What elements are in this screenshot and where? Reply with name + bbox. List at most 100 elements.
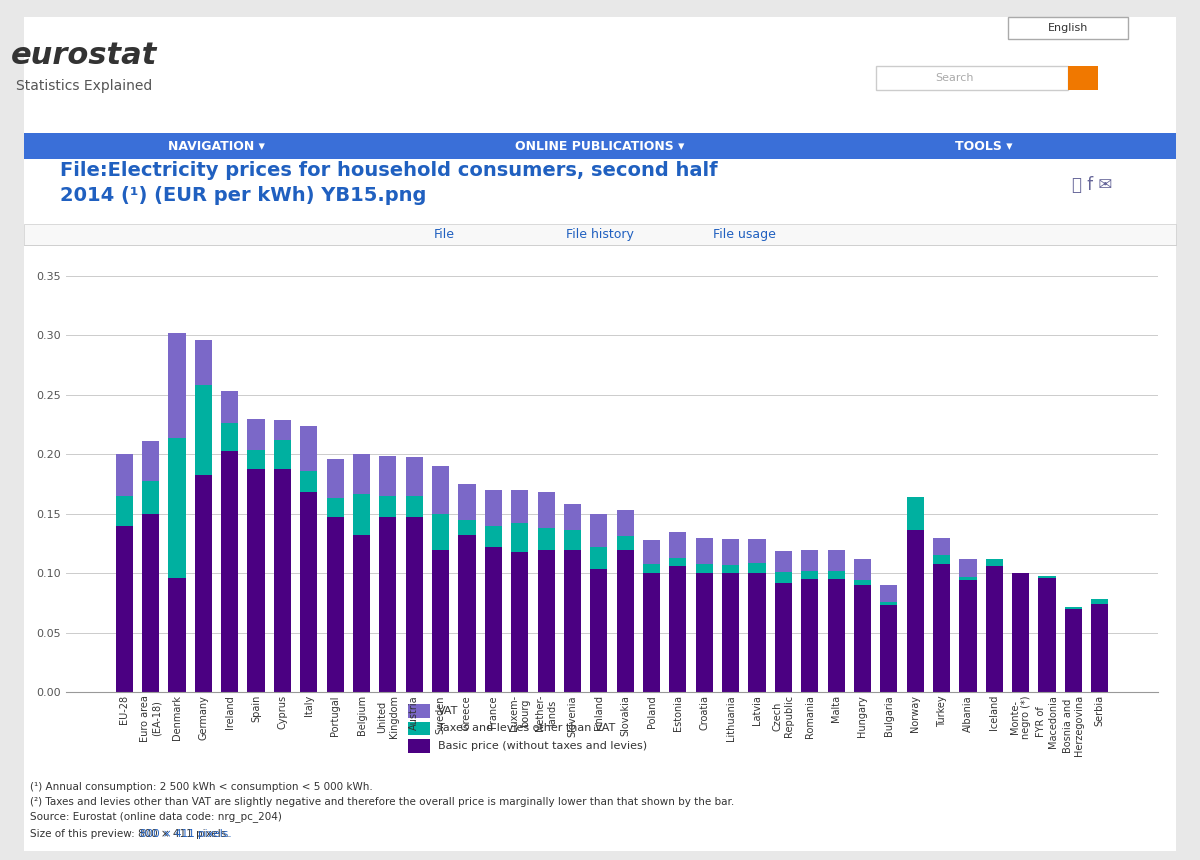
Bar xyxy=(749,562,766,574)
Bar xyxy=(881,605,898,692)
Bar xyxy=(802,571,818,580)
Bar xyxy=(408,722,430,735)
Text: 800 × 411 pixels.: 800 × 411 pixels. xyxy=(140,829,232,839)
Text: ONLINE PUBLICATIONS ▾: ONLINE PUBLICATIONS ▾ xyxy=(515,139,685,153)
Bar xyxy=(538,493,554,528)
Bar xyxy=(828,550,845,571)
Bar xyxy=(1038,578,1056,692)
Bar xyxy=(749,539,766,562)
Bar xyxy=(485,490,502,525)
Bar xyxy=(432,466,449,513)
Bar xyxy=(458,535,475,692)
Bar xyxy=(353,454,370,494)
Bar xyxy=(194,475,212,692)
Bar xyxy=(432,550,449,692)
Bar xyxy=(985,566,1003,692)
Bar xyxy=(353,494,370,535)
Bar xyxy=(617,550,634,692)
Bar xyxy=(617,510,634,537)
Bar xyxy=(1008,17,1128,39)
Bar xyxy=(722,565,739,574)
Bar xyxy=(142,481,160,513)
Bar xyxy=(406,457,422,496)
Text: (¹) Annual consumption: 2 500 kWh < consumption < 5 000 kWh.: (¹) Annual consumption: 2 500 kWh < cons… xyxy=(30,782,373,792)
Text: File:Electricity prices for household consumers, second half
2014 (¹) (EUR per k: File:Electricity prices for household co… xyxy=(60,161,718,205)
Bar xyxy=(326,459,343,498)
Text: Size of this preview: 800 × 411 pixels.: Size of this preview: 800 × 411 pixels. xyxy=(30,829,229,839)
Bar xyxy=(353,535,370,692)
Bar xyxy=(24,224,1176,245)
Bar xyxy=(300,426,317,471)
Bar xyxy=(221,391,239,423)
Bar xyxy=(590,568,607,692)
Bar xyxy=(775,572,792,583)
Bar xyxy=(564,550,581,692)
Bar xyxy=(432,513,449,550)
Bar xyxy=(722,539,739,565)
Text: Taxes and levies other than VAT: Taxes and levies other than VAT xyxy=(438,723,616,734)
Bar xyxy=(934,556,950,564)
Bar xyxy=(907,497,924,531)
Bar xyxy=(985,559,1003,566)
Bar xyxy=(643,564,660,574)
Bar xyxy=(142,513,160,692)
Bar xyxy=(696,538,713,564)
Bar xyxy=(168,578,186,692)
Bar xyxy=(379,496,396,518)
Bar xyxy=(1012,574,1030,692)
Bar xyxy=(408,704,430,718)
Bar xyxy=(670,558,686,566)
Bar xyxy=(274,420,290,440)
Bar xyxy=(274,469,290,692)
Bar xyxy=(749,574,766,692)
Bar xyxy=(670,531,686,558)
Bar xyxy=(538,528,554,550)
Bar xyxy=(696,574,713,692)
Bar xyxy=(511,490,528,524)
Bar xyxy=(959,580,977,692)
Bar xyxy=(247,419,265,450)
Bar xyxy=(247,469,265,692)
Bar xyxy=(1068,66,1098,90)
Bar xyxy=(221,451,239,692)
Bar xyxy=(300,493,317,692)
Bar xyxy=(408,739,430,752)
Bar xyxy=(1064,606,1082,609)
Bar xyxy=(696,564,713,574)
Bar xyxy=(274,440,290,469)
Text: File usage: File usage xyxy=(713,228,775,241)
Bar xyxy=(247,450,265,469)
Bar xyxy=(959,559,977,577)
Bar xyxy=(406,496,422,518)
Bar xyxy=(775,583,792,692)
Bar xyxy=(194,385,212,475)
Text: Source: Eurostat (online data code: nrg_pc_204): Source: Eurostat (online data code: nrg_… xyxy=(30,811,282,821)
Bar xyxy=(485,525,502,547)
Bar xyxy=(934,564,950,692)
Bar xyxy=(511,524,528,552)
Bar xyxy=(406,518,422,692)
Bar xyxy=(1038,575,1056,578)
Bar xyxy=(194,340,212,385)
Text: File history: File history xyxy=(566,228,634,241)
Text: NAVIGATION ▾: NAVIGATION ▾ xyxy=(168,139,264,153)
Bar xyxy=(564,504,581,531)
Bar xyxy=(881,602,898,605)
Bar xyxy=(115,496,133,525)
Bar xyxy=(379,518,396,692)
Bar xyxy=(881,585,898,602)
Bar xyxy=(168,438,186,578)
Text: 🐦 f ✉: 🐦 f ✉ xyxy=(1072,176,1112,194)
Bar xyxy=(168,333,186,438)
Bar xyxy=(876,66,1068,90)
Text: English: English xyxy=(1048,23,1088,33)
Bar xyxy=(221,423,239,451)
Bar xyxy=(485,547,502,692)
Bar xyxy=(115,525,133,692)
Bar xyxy=(1091,599,1109,605)
Text: File: File xyxy=(433,228,455,241)
Bar xyxy=(934,538,950,556)
Bar xyxy=(590,513,607,547)
Bar xyxy=(1064,609,1082,692)
Bar xyxy=(643,574,660,692)
